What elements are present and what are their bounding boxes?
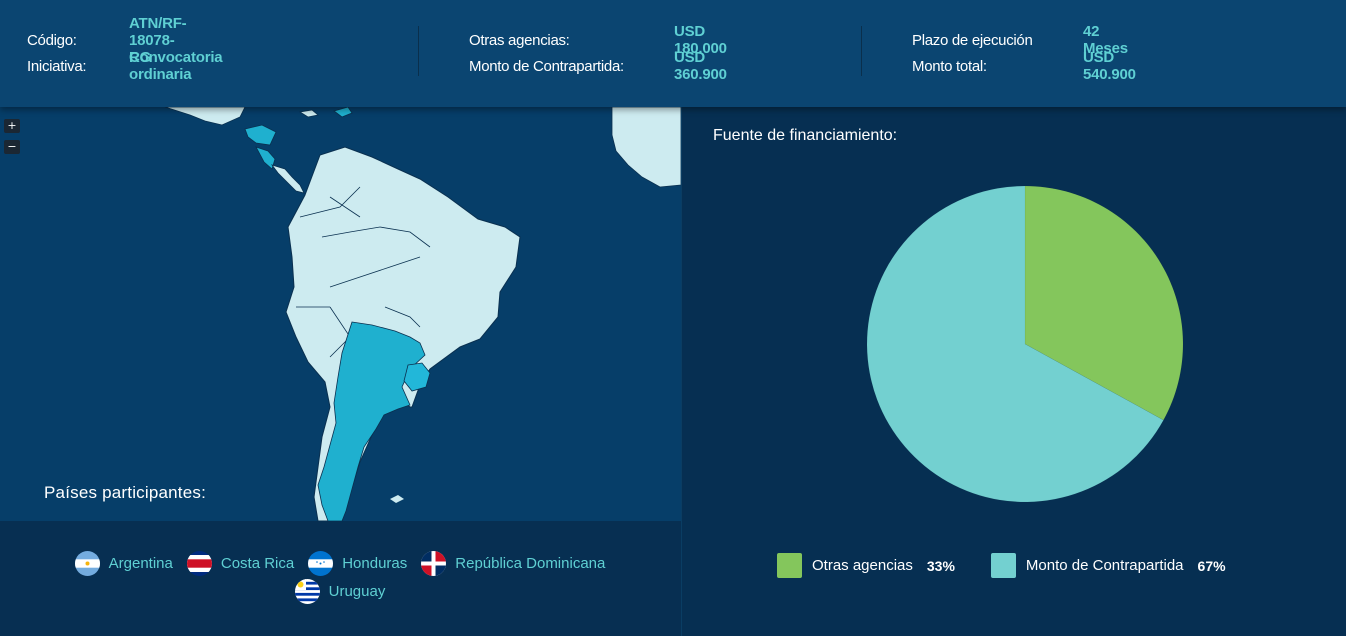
pie-slice-monto-de-contrapartida[interactable]	[866, 185, 1164, 503]
otras-agencias-value: USD 180.000	[674, 23, 727, 57]
country-republica-dominicana[interactable]: República Dominicana	[421, 550, 606, 576]
legend-label: Monto de Contrapartida	[1025, 557, 1184, 574]
country-name: Uruguay	[328, 582, 386, 600]
honduras-flag-icon	[308, 550, 334, 576]
south-america-map	[164, 107, 681, 521]
project-summary-bar: Código: ATN/RF-18078-RG Iniciativa: Convoc…	[0, 0, 1346, 107]
iniciativa-value: Convocatoria ordinaria	[129, 49, 223, 83]
country-name: Costa Rica	[220, 554, 295, 572]
countries-list: Argentina Costa Rica Honduras República …	[40, 550, 640, 604]
codigo-value: ATN/RF-18078-RG	[129, 14, 187, 66]
header-divider	[861, 26, 862, 76]
country-argentina[interactable]: Argentina	[74, 550, 173, 576]
header-divider	[418, 26, 419, 76]
plazo-group: Plazo de ejecución 42 Meses Monto total: U…	[912, 23, 1136, 83]
countries-title: Países participantes:	[44, 483, 207, 502]
iniciativa-label: Iniciativa:	[27, 57, 87, 75]
country-uruguay[interactable]: Uruguay	[294, 578, 386, 604]
country-name: Honduras	[342, 554, 408, 572]
chart-legend: Otras agencias 33% Monto de Contrapartid…	[777, 553, 1262, 578]
zoom-in-button[interactable]: +	[4, 119, 20, 133]
uruguay-flag-icon	[294, 578, 320, 604]
funding-panel: Fuente de financiamiento: Otras agencias…	[682, 107, 1346, 636]
zoom-out-button[interactable]: −	[4, 140, 20, 154]
argentina-flag-icon	[74, 550, 100, 576]
agencias-group: Otras agencias: USD 180.000 Monto de Cont…	[469, 23, 727, 83]
codigo-label: Código:	[27, 31, 77, 49]
legend-item-otras-agencias[interactable]: Otras agencias 33%	[777, 553, 955, 578]
dominican-republic-flag-icon	[421, 550, 447, 576]
legend-swatch	[777, 553, 802, 578]
funding-pie-chart	[866, 185, 1184, 503]
country-honduras[interactable]: Honduras	[308, 550, 408, 576]
map[interactable]: + − Países participantes:	[0, 107, 681, 521]
monto-total-value: USD 540.900	[1083, 49, 1136, 83]
legend-label: Otras agencias	[812, 557, 913, 574]
plazo-label: Plazo de ejecución	[912, 31, 1033, 49]
legend-swatch	[990, 553, 1016, 578]
country-name: Argentina	[108, 554, 173, 572]
country-name: República Dominicana	[455, 554, 606, 572]
otras-agencias-label: Otras agencias:	[469, 31, 570, 49]
plazo-value: 42 Meses	[1083, 23, 1128, 57]
codigo-group: Código: ATN/RF-18078-RG Iniciativa: Convoc…	[27, 15, 223, 84]
monto-total-label: Monto total:	[912, 57, 987, 75]
contrapartida-value: USD 360.900	[674, 49, 727, 83]
funding-title: Fuente de financiamiento:	[713, 127, 898, 144]
legend-percentage: 67%	[1197, 557, 1226, 574]
legend-item-contrapartida[interactable]: Monto de Contrapartida 67%	[990, 553, 1226, 578]
legend-percentage: 33%	[926, 557, 955, 574]
costa-rica-flag-icon	[186, 550, 212, 576]
countries-panel: + − Países participantes: Argentina Cost…	[0, 107, 681, 636]
pie-slice-otras-agencias[interactable]	[1024, 185, 1184, 421]
contrapartida-label: Monto de Contrapartida:	[469, 57, 624, 75]
country-costa-rica[interactable]: Costa Rica	[186, 550, 295, 576]
panel-divider	[681, 107, 682, 636]
